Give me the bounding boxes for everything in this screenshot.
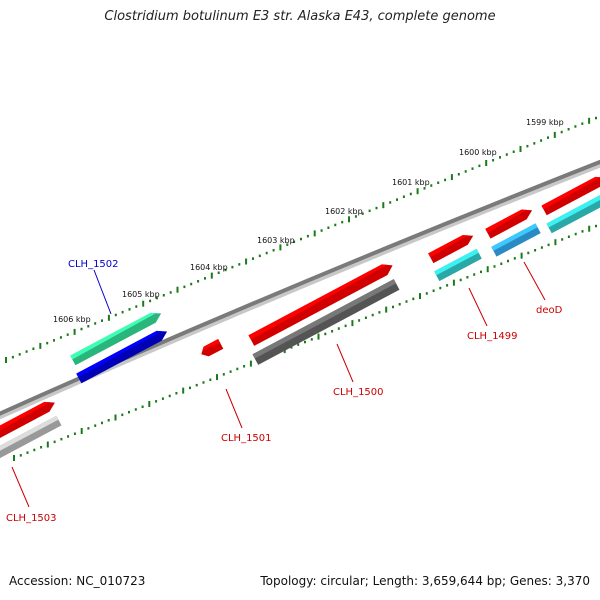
feature-clh1502-rna-body [70, 312, 162, 366]
feature-deod-cds-body [485, 209, 533, 239]
accession-label: Accession: NC_010723 [9, 574, 146, 588]
feature-clh1502-cds-highlight [76, 330, 162, 378]
gene-leader-line [93, 269, 112, 315]
feature-clh1500-gene [252, 279, 400, 365]
feature-clh1501 [201, 339, 224, 357]
feature-deod-cds-highlight [485, 209, 527, 233]
feature-edge-right-cds [541, 176, 600, 216]
feature-clh1503-cds-body [0, 401, 55, 439]
gene-leader-line [468, 287, 488, 327]
feature-deod-rna-highlight [491, 223, 538, 251]
gene-label: deoD [536, 305, 563, 316]
feature-clh1503-gene [0, 415, 62, 459]
feature-clh1501-highlight [202, 339, 221, 351]
ruler-label: 1605 kbp [122, 290, 160, 299]
genome-title: Clostridium botulinum E3 str. Alaska E43… [104, 9, 496, 24]
feature-clh1502-rna-highlight [70, 312, 156, 360]
gene-label: CLH_1503 [6, 513, 57, 524]
genome-summary: Topology: circular; Length: 3,659,644 bp… [260, 574, 590, 588]
feature-clh1502-cds [76, 330, 168, 384]
feature-clh1499-cds-highlight [428, 235, 468, 258]
ruler-label: 1601 kbp [392, 178, 430, 187]
feature-clh1500-cds-highlight [248, 264, 388, 340]
feature-clh1503-gene-highlight [0, 415, 59, 451]
feature-clh1499-rna-highlight [434, 248, 479, 276]
ruler-label: 1603 kbp [257, 236, 295, 245]
feature-edge-right-rna-highlight [546, 195, 600, 228]
ruler-label: 1600 kbp [459, 148, 497, 157]
feature-clh1499-cds-body [428, 235, 474, 264]
feature-clh1499-cds [428, 235, 474, 264]
feature-clh1503-cds [0, 401, 55, 439]
ruler-label: 1604 kbp [190, 263, 228, 272]
ruler-label: 1599 kbp [526, 118, 564, 127]
feature-clh1502-rna [70, 312, 162, 366]
gene-label: CLH_1502 [68, 259, 119, 270]
feature-clh1500-cds-body [248, 264, 393, 346]
feature-deod-cds [485, 209, 533, 239]
ruler-label: 1602 kbp [325, 207, 363, 216]
feature-edge-right-rna [546, 195, 600, 234]
gene-leader-line [11, 466, 30, 508]
gene-label: CLH_1500 [333, 387, 384, 398]
feature-clh1499-rna [434, 248, 482, 282]
gene-leader-line [523, 261, 546, 301]
feature-edge-right-cds-body [541, 176, 600, 216]
feature-clh1503-cds-highlight [0, 401, 50, 431]
feature-clh1503-gene-body [0, 415, 62, 459]
genome-backbone [0, 159, 600, 416]
feature-edge-right-cds-highlight [541, 176, 600, 210]
ruler-label: 1606 kbp [53, 315, 91, 324]
feature-clh1502-cds-body [76, 330, 168, 384]
feature-clh1500-cds [248, 264, 393, 346]
gene-leader-line [225, 388, 243, 429]
feature-deod-rna [491, 223, 541, 257]
feature-clh1500-gene-highlight [252, 279, 397, 359]
gene-leader-line [336, 343, 354, 383]
gene-label: CLH_1499 [467, 331, 518, 342]
gene-label: CLH_1501 [221, 433, 272, 444]
